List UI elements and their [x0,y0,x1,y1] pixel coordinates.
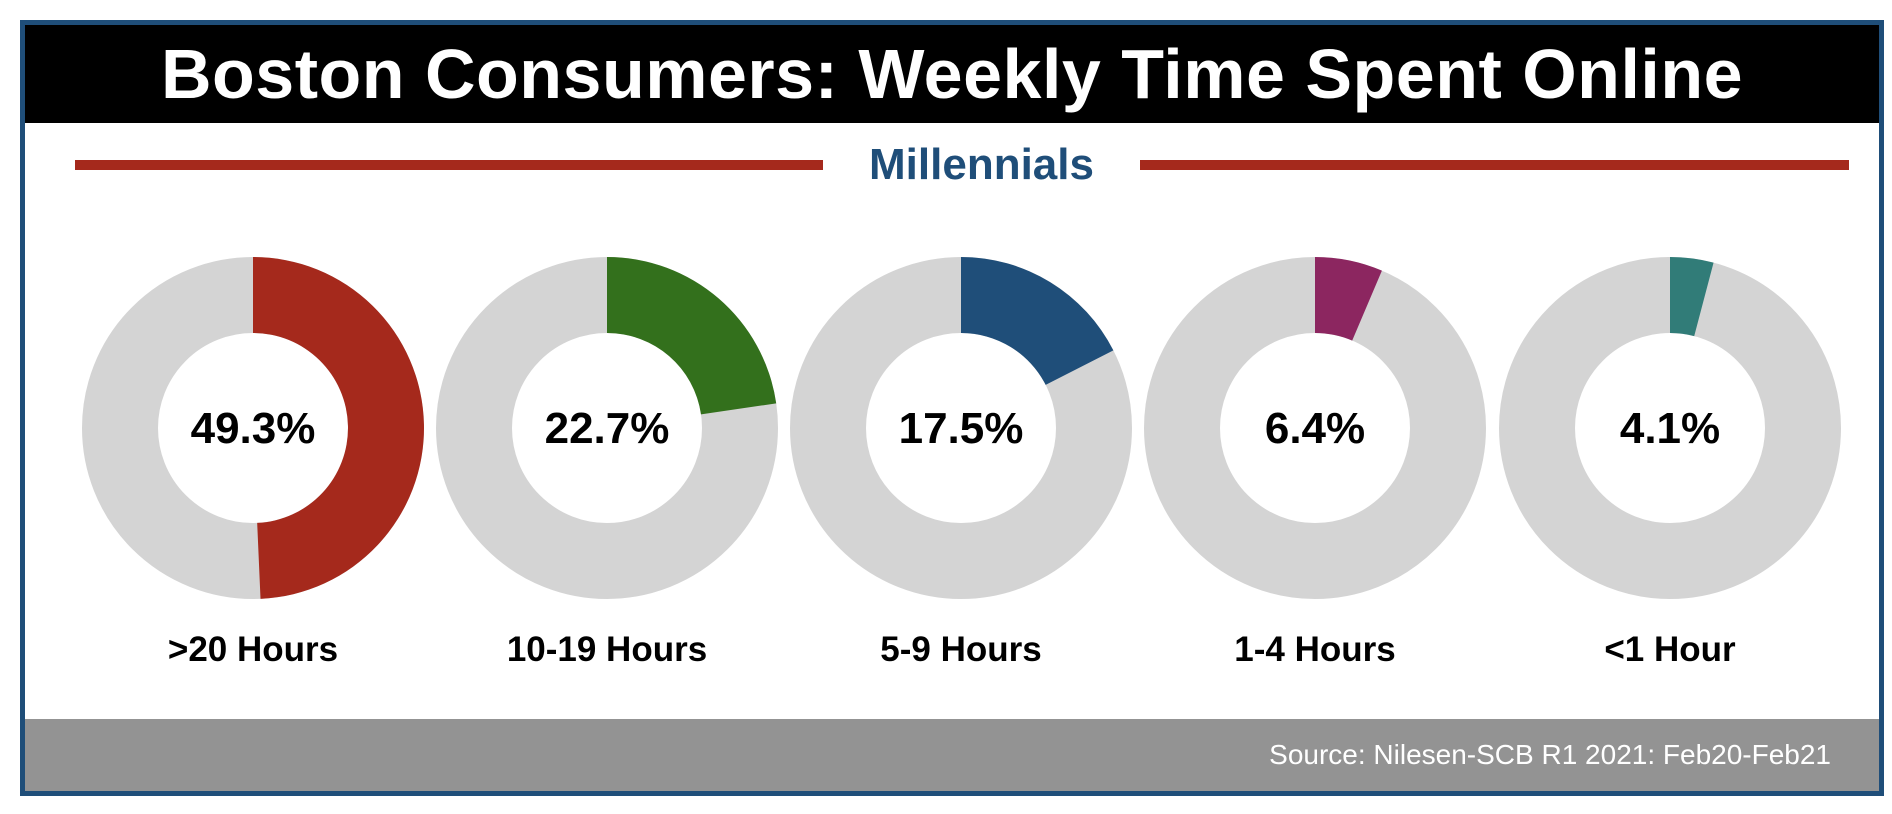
donut-segment [1315,257,1382,341]
title-bar: Boston Consumers: Weekly Time Spent Onli… [25,25,1879,123]
donut-segment [607,257,777,415]
value-label: 4.1% [1620,404,1720,453]
donut-segment [253,257,425,599]
source-note: Source: Nilesen-SCB R1 2021: Feb20-Feb21 [1269,739,1831,770]
category-label: >20 Hours [168,630,338,669]
donut-3: 17.5% 5-9 Hours [790,257,1132,669]
chart-title: Boston Consumers: Weekly Time Spent Onli… [160,35,1744,113]
divider-left [75,160,823,170]
donut-5: 4.1% <1 Hour [1499,257,1841,669]
category-label: <1 Hour [1604,630,1736,669]
chart-subtitle: Millennials [869,140,1094,189]
donut-2: 22.7% 10-19 Hours [436,257,778,669]
donut-4: 6.4% 1-4 Hours [1144,257,1486,669]
donut-1: 49.3% >20 Hours [82,257,425,669]
subtitle-row: Millennials [75,140,1849,190]
divider-right [1140,160,1849,170]
donut-segment [1670,257,1714,337]
donut-segment [961,257,1114,385]
value-label: 6.4% [1265,404,1365,453]
category-label: 5-9 Hours [880,630,1041,669]
value-label: 22.7% [545,404,670,453]
value-label: 49.3% [191,404,316,453]
value-label: 17.5% [899,404,1024,453]
category-label: 10-19 Hours [507,630,707,669]
footer-bar: Source: Nilesen-SCB R1 2021: Feb20-Feb21 [25,719,1879,791]
category-label: 1-4 Hours [1234,630,1395,669]
infographic-frame: Boston Consumers: Weekly Time Spent Onli… [20,20,1884,796]
donut-chart-row: 49.3% >20 Hours 22.7% 10-19 Hours 17.5% 5-9 H… [82,257,1841,669]
